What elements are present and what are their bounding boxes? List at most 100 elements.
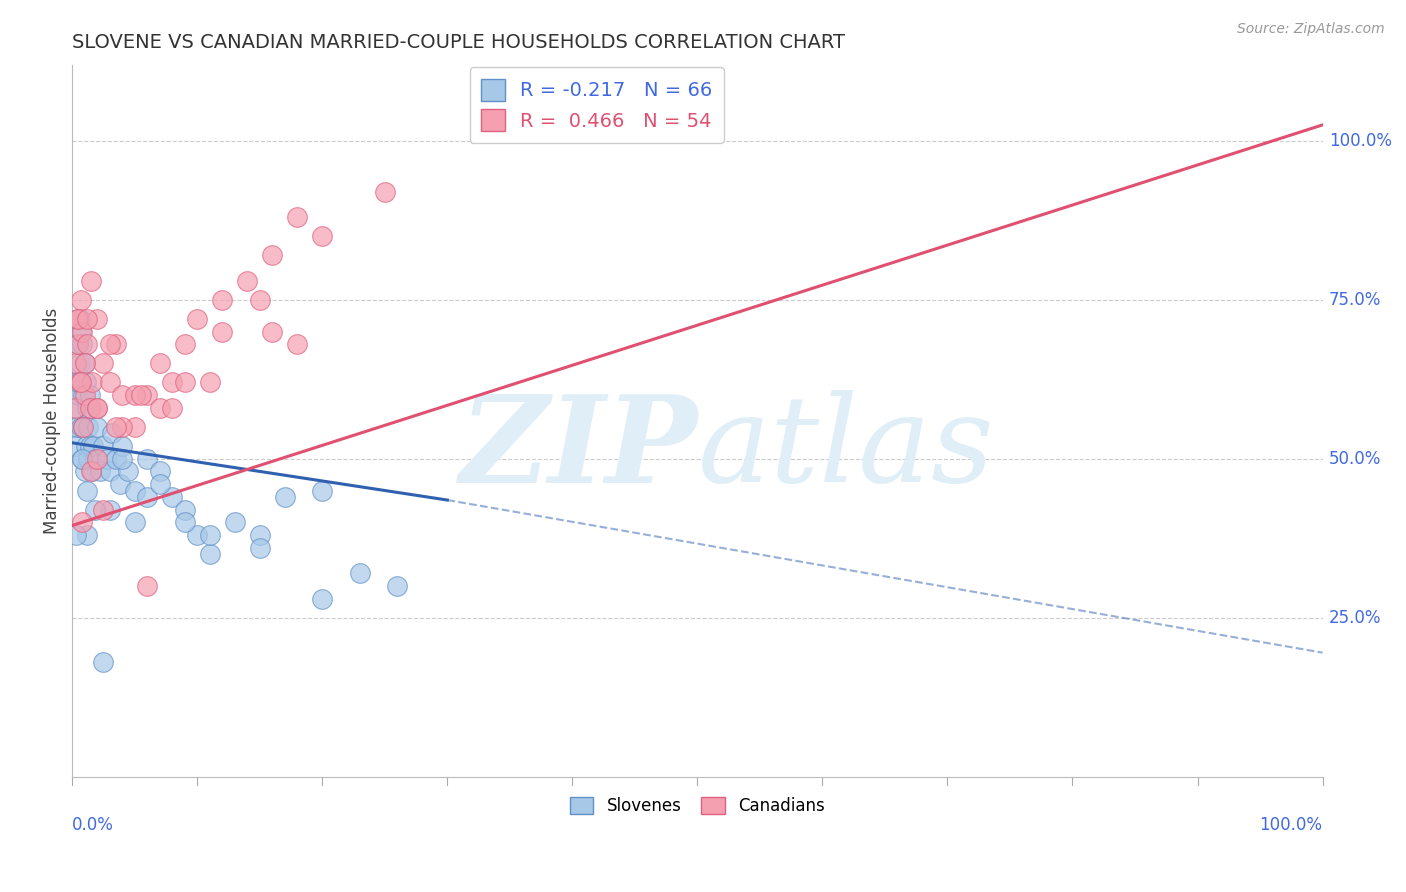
- Point: [70, 337, 93, 351]
- Point: [111, 451, 134, 466]
- Point: [67, 311, 90, 326]
- Point: [82, 376, 104, 390]
- Text: atlas: atlas: [697, 391, 994, 508]
- Point: [249, 541, 271, 555]
- Point: [93, 655, 115, 669]
- Point: [67, 337, 90, 351]
- Point: [311, 591, 333, 606]
- Point: [73, 356, 96, 370]
- Point: [76, 528, 98, 542]
- Point: [63, 401, 86, 415]
- Point: [83, 502, 105, 516]
- Text: Source: ZipAtlas.com: Source: ZipAtlas.com: [1237, 22, 1385, 37]
- Point: [70, 376, 93, 390]
- Point: [70, 325, 93, 339]
- Point: [65, 528, 87, 542]
- Point: [63, 439, 86, 453]
- Text: 25.0%: 25.0%: [1329, 608, 1381, 627]
- Point: [73, 388, 96, 402]
- Point: [136, 451, 159, 466]
- Point: [76, 337, 98, 351]
- Point: [70, 451, 93, 466]
- Point: [136, 388, 159, 402]
- Point: [162, 401, 184, 415]
- Point: [70, 516, 93, 530]
- Point: [108, 477, 131, 491]
- Point: [89, 465, 111, 479]
- Point: [149, 465, 172, 479]
- Point: [124, 516, 146, 530]
- Point: [69, 376, 91, 390]
- Point: [65, 356, 87, 370]
- Point: [65, 401, 87, 415]
- Point: [98, 465, 121, 479]
- Point: [77, 420, 100, 434]
- Point: [111, 420, 134, 434]
- Point: [73, 465, 96, 479]
- Point: [79, 401, 101, 415]
- Point: [98, 337, 121, 351]
- Point: [67, 388, 90, 402]
- Point: [66, 420, 89, 434]
- Point: [72, 420, 94, 434]
- Point: [224, 516, 246, 530]
- Point: [311, 483, 333, 498]
- Point: [67, 337, 90, 351]
- Point: [173, 376, 195, 390]
- Point: [86, 401, 108, 415]
- Point: [104, 420, 127, 434]
- Point: [249, 528, 271, 542]
- Point: [82, 439, 104, 453]
- Text: 100.0%: 100.0%: [1329, 132, 1392, 150]
- Point: [136, 490, 159, 504]
- Point: [70, 293, 93, 307]
- Y-axis label: Married-couple Households: Married-couple Households: [44, 308, 60, 533]
- Point: [80, 274, 103, 288]
- Point: [149, 401, 172, 415]
- Point: [111, 388, 134, 402]
- Point: [72, 388, 94, 402]
- Point: [285, 210, 308, 224]
- Point: [198, 376, 221, 390]
- Point: [96, 451, 118, 466]
- Point: [124, 420, 146, 434]
- Point: [66, 311, 89, 326]
- Legend: Slovenes, Canadians: Slovenes, Canadians: [564, 790, 831, 822]
- Point: [285, 337, 308, 351]
- Point: [76, 401, 98, 415]
- Point: [149, 477, 172, 491]
- Point: [262, 248, 284, 262]
- Point: [186, 311, 208, 326]
- Point: [86, 401, 108, 415]
- Point: [186, 528, 208, 542]
- Point: [311, 229, 333, 244]
- Text: 0.0%: 0.0%: [72, 816, 114, 834]
- Point: [93, 502, 115, 516]
- Point: [349, 566, 371, 581]
- Point: [98, 502, 121, 516]
- Point: [93, 356, 115, 370]
- Point: [79, 439, 101, 453]
- Point: [162, 376, 184, 390]
- Point: [374, 185, 396, 199]
- Point: [76, 311, 98, 326]
- Text: 75.0%: 75.0%: [1329, 291, 1381, 309]
- Point: [101, 426, 124, 441]
- Point: [149, 356, 172, 370]
- Point: [104, 337, 127, 351]
- Point: [76, 483, 98, 498]
- Point: [86, 420, 108, 434]
- Point: [93, 439, 115, 453]
- Point: [67, 376, 90, 390]
- Point: [104, 451, 127, 466]
- Point: [129, 388, 152, 402]
- Point: [198, 547, 221, 561]
- Point: [98, 376, 121, 390]
- Point: [80, 401, 103, 415]
- Point: [86, 311, 108, 326]
- Point: [111, 439, 134, 453]
- Point: [79, 388, 101, 402]
- Point: [70, 420, 93, 434]
- Point: [262, 325, 284, 339]
- Point: [274, 490, 297, 504]
